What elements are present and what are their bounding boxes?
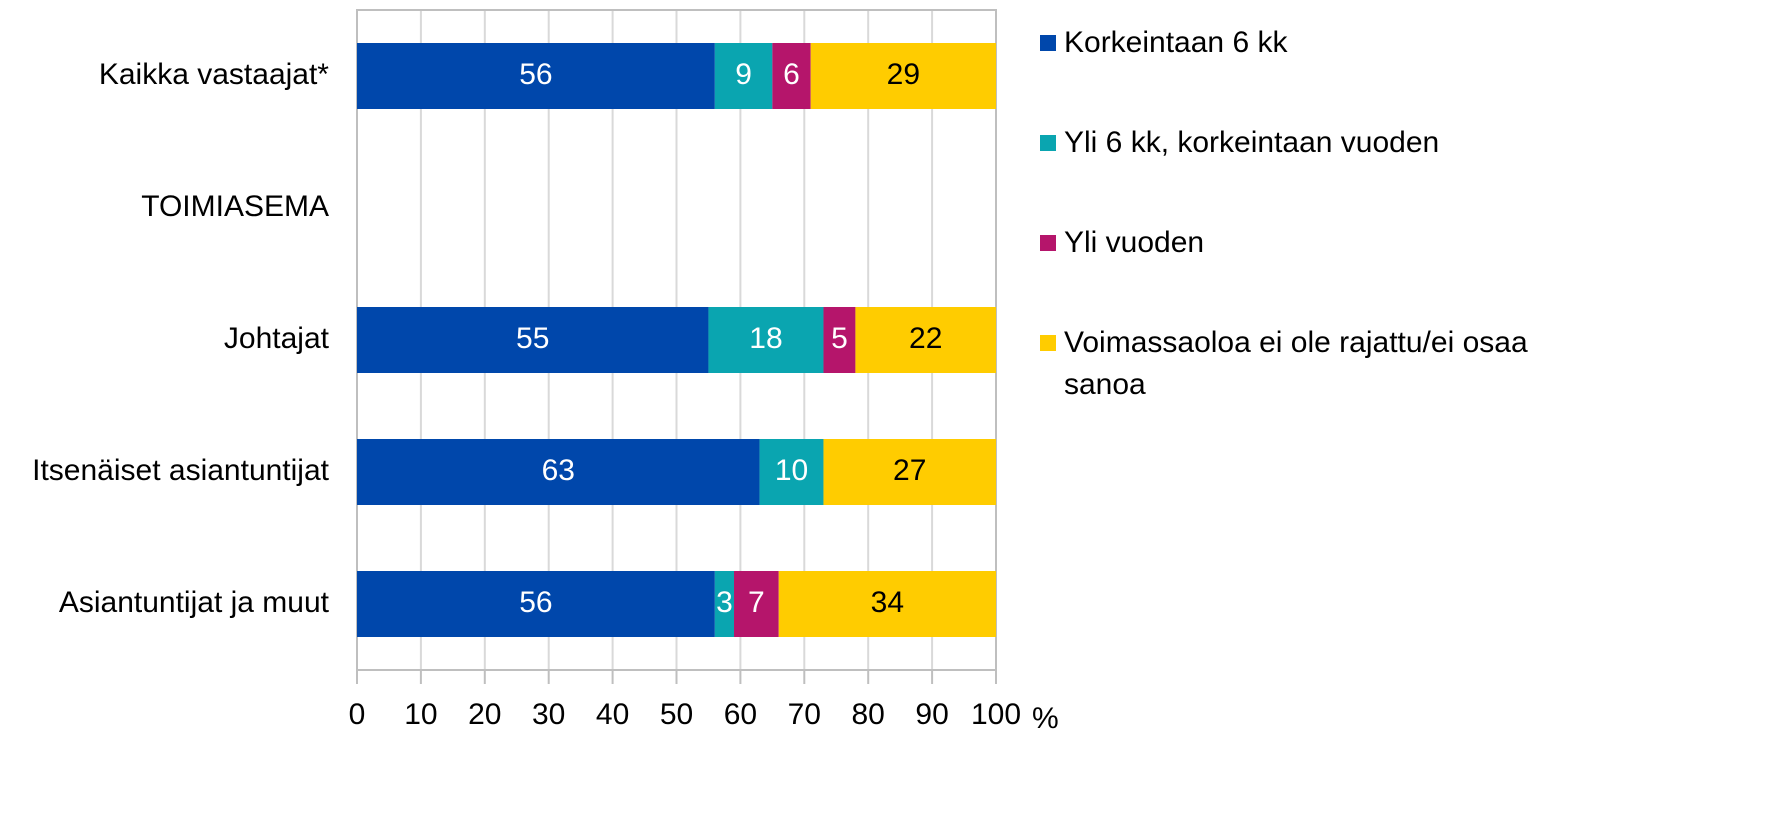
bar-segment <box>714 571 735 637</box>
x-tick-label: 10 <box>404 698 437 731</box>
bar-segment <box>708 307 824 373</box>
x-tick-label: 60 <box>724 698 757 731</box>
y-tick-label: Kaikka vastaajat* <box>99 58 329 91</box>
value-label: 9 <box>735 58 752 91</box>
bar-segment <box>772 43 811 109</box>
y-tick-label: Itsenäiset asiantuntijat <box>32 454 330 487</box>
value-label: 56 <box>519 586 552 619</box>
value-label: 5 <box>831 322 848 355</box>
legend-swatch <box>1040 135 1056 151</box>
bar-segment <box>778 571 996 637</box>
value-label: 63 <box>542 454 575 487</box>
legend: Korkeintaan 6 kk Yli 6 kk, korkeintaan vu… <box>1040 22 1584 422</box>
x-tick-label: 100 <box>971 698 1021 731</box>
y-tick-label: Asiantuntijat ja muut <box>59 586 330 619</box>
legend-label: Voimassaoloa ei ole rajattu/ei osaa sano… <box>1064 326 1528 401</box>
bar-segment <box>823 307 856 373</box>
value-label: 6 <box>783 58 800 91</box>
bar-segment <box>357 439 760 505</box>
legend-swatch <box>1040 35 1056 51</box>
legend-item: Voimassaoloa ei ole rajattu/ei osaa sano… <box>1040 322 1584 422</box>
x-tick-label: 80 <box>852 698 885 731</box>
bar-segment <box>734 571 779 637</box>
bar-segment <box>823 439 996 505</box>
legend-item: Korkeintaan 6 kk <box>1040 22 1584 122</box>
value-label: 27 <box>893 454 926 487</box>
x-tick-label: 70 <box>788 698 821 731</box>
bar-segment <box>810 43 996 109</box>
bar-segment <box>855 307 996 373</box>
y-tick-label: Johtajat <box>224 322 330 355</box>
x-tick-label: 50 <box>660 698 693 731</box>
value-label: 7 <box>748 586 765 619</box>
legend-label: Korkeintaan 6 kk <box>1064 26 1288 59</box>
bar-segment <box>714 43 773 109</box>
legend-label: Yli vuoden <box>1064 226 1205 259</box>
x-tick-label: 20 <box>468 698 501 731</box>
x-tick-label: 40 <box>596 698 629 731</box>
bar-segment <box>357 307 709 373</box>
bar-segment <box>759 439 824 505</box>
legend-swatch <box>1040 235 1056 251</box>
value-label: 18 <box>749 322 782 355</box>
value-label: 29 <box>887 58 920 91</box>
value-label: 3 <box>716 586 733 619</box>
x-tick-label: 30 <box>532 698 565 731</box>
x-tick-label: 0 <box>349 698 366 731</box>
legend-label: Yli 6 kk, korkeintaan vuoden <box>1064 126 1440 159</box>
value-label: 10 <box>775 454 808 487</box>
bar-segment <box>357 43 715 109</box>
legend-item: Yli vuoden <box>1040 222 1584 322</box>
x-axis-label: % <box>1032 702 1059 735</box>
bar-segment <box>357 571 715 637</box>
legend-item: Yli 6 kk, korkeintaan vuoden <box>1040 122 1584 222</box>
value-label: 56 <box>519 58 552 91</box>
value-label: 55 <box>516 322 549 355</box>
y-tick-label: TOIMIASEMA <box>141 190 329 223</box>
x-tick-label: 90 <box>915 698 948 731</box>
legend-swatch <box>1040 335 1056 351</box>
value-label: 34 <box>871 586 904 619</box>
value-label: 22 <box>909 322 942 355</box>
